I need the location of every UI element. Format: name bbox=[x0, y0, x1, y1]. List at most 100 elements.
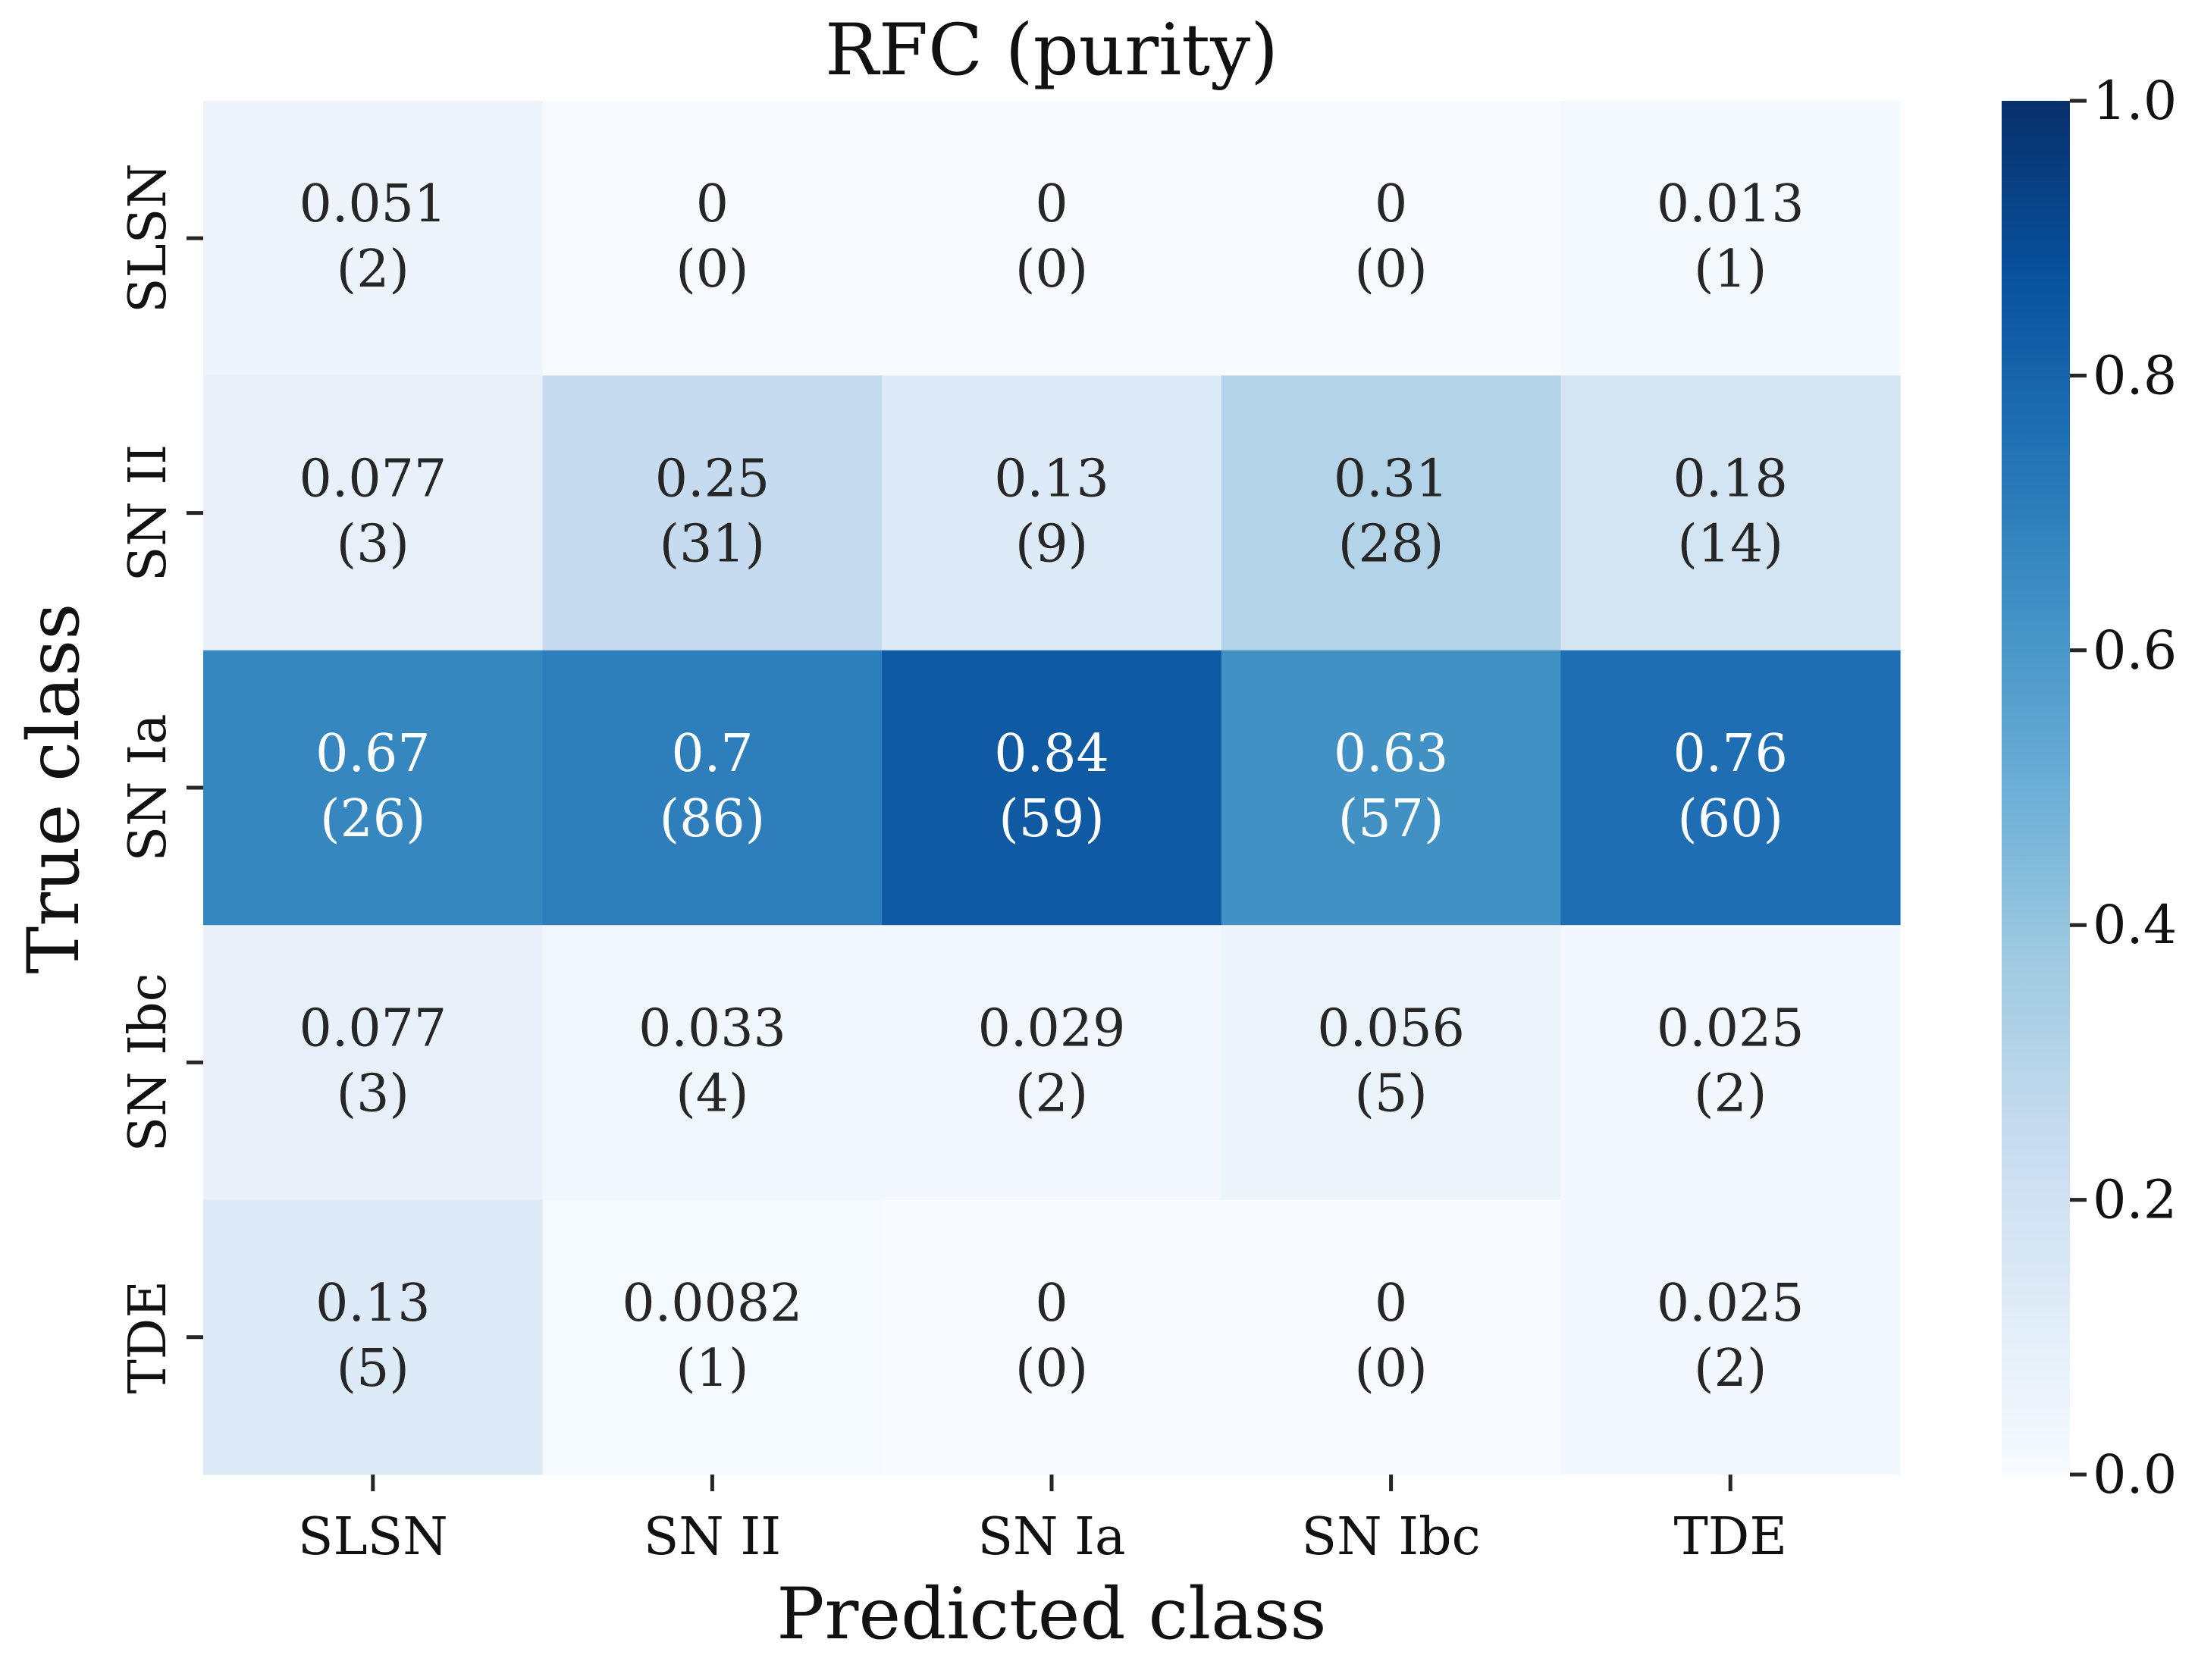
heatmap-cell bbox=[882, 1199, 1222, 1475]
heatmap-cell bbox=[1221, 101, 1561, 376]
cell-value-label: 0.025 bbox=[1657, 998, 1805, 1058]
x-axis: SLSN SN II SN Ia SN Ibc TDE bbox=[298, 1475, 1787, 1567]
cell-value-label: 0.76 bbox=[1673, 724, 1787, 784]
cell-count-label: (2) bbox=[1694, 1339, 1767, 1399]
x-tick-label: SN II bbox=[644, 1507, 781, 1567]
heatmap-cell bbox=[882, 925, 1222, 1201]
cell-count-label: (0) bbox=[1354, 1339, 1427, 1399]
heatmap-cell bbox=[542, 375, 883, 651]
heatmap-cell bbox=[882, 650, 1222, 926]
heatmap-cell bbox=[203, 925, 544, 1201]
colorbar-tick-label: 0.2 bbox=[2093, 1169, 2177, 1231]
cell-count-label: (5) bbox=[337, 1339, 409, 1399]
heatmap-cell bbox=[882, 375, 1222, 651]
cell-count-label: (1) bbox=[676, 1339, 748, 1399]
cell-count-label: (86) bbox=[660, 789, 766, 849]
y-tick-label: TDE bbox=[118, 1280, 178, 1394]
cell-value-label: 0.18 bbox=[1673, 450, 1787, 509]
cell-count-label: (26) bbox=[320, 789, 426, 849]
cell-value-label: 0.84 bbox=[994, 724, 1108, 784]
y-tick-label: SN II bbox=[118, 444, 178, 581]
cell-count-label: (2) bbox=[1694, 1064, 1767, 1124]
heatmap-cell bbox=[1560, 925, 1901, 1201]
colorbar-tick-label: 1.0 bbox=[2093, 70, 2177, 132]
cell-count-label: (5) bbox=[1354, 1064, 1427, 1124]
cell-value-label: 0.67 bbox=[315, 724, 430, 784]
cell-value-label: 0.13 bbox=[315, 1274, 430, 1334]
cell-count-label: (31) bbox=[660, 515, 766, 575]
heatmap-cell bbox=[203, 1199, 544, 1475]
cell-value-label: 0 bbox=[1035, 174, 1068, 234]
heatmap-cell bbox=[1560, 650, 1901, 926]
heatmap-cell bbox=[203, 650, 544, 926]
heatmap-cell bbox=[542, 925, 883, 1201]
cell-count-label: (3) bbox=[337, 1064, 409, 1124]
heatmap-cell bbox=[203, 101, 544, 376]
cell-value-label: 0.025 bbox=[1657, 1274, 1805, 1334]
cell-count-label: (57) bbox=[1338, 789, 1444, 849]
colorbar-tick-label: 0.0 bbox=[2093, 1443, 2177, 1506]
cell-value-label: 0.7 bbox=[671, 724, 753, 784]
colorbar-gradient bbox=[2002, 101, 2070, 1475]
x-tick-label: SLSN bbox=[298, 1507, 448, 1567]
cell-count-label: (28) bbox=[1338, 515, 1444, 575]
cell-value-label: 0.25 bbox=[655, 450, 770, 509]
cell-value-label: 0.029 bbox=[978, 998, 1126, 1058]
cell-value-label: 0.077 bbox=[299, 998, 447, 1058]
heatmap-cell bbox=[542, 1199, 883, 1475]
cell-count-label: (4) bbox=[676, 1064, 748, 1124]
heatmap-cell bbox=[542, 650, 883, 926]
cell-count-label: (59) bbox=[999, 789, 1105, 849]
cell-value-label: 0.013 bbox=[1657, 174, 1805, 234]
heatmap-cell bbox=[1560, 101, 1901, 376]
heatmap-cell bbox=[1221, 650, 1561, 926]
heatmap-cell bbox=[1221, 375, 1561, 651]
heatmap-cells: 0.051(2)0(0)0(0)0(0)0.013(1)0.077(3)0.25… bbox=[203, 101, 1901, 1475]
cell-value-label: 0.077 bbox=[299, 450, 447, 509]
x-tick-label: SN Ibc bbox=[1302, 1507, 1481, 1567]
colorbar-tick-label: 0.8 bbox=[2093, 344, 2177, 406]
cell-count-label: (0) bbox=[1015, 240, 1088, 299]
x-axis-label: Predicted class bbox=[776, 1573, 1326, 1656]
colorbar-tick-label: 0.6 bbox=[2093, 619, 2177, 682]
cell-value-label: 0.033 bbox=[638, 998, 786, 1058]
cell-value-label: 0 bbox=[1035, 1274, 1068, 1334]
y-tick-label: SN Ibc bbox=[118, 973, 178, 1152]
colorbar: 0.0 0.2 0.4 0.6 0.8 1.0 bbox=[2002, 70, 2177, 1506]
cell-value-label: 0.056 bbox=[1317, 998, 1465, 1058]
cell-value-label: 0 bbox=[1375, 174, 1407, 234]
cell-count-label: (1) bbox=[1694, 240, 1767, 299]
chart-title: RFC (purity) bbox=[825, 9, 1278, 92]
cell-count-label: (9) bbox=[1015, 515, 1088, 575]
x-tick-label: TDE bbox=[1673, 1507, 1787, 1567]
cell-count-label: (0) bbox=[1015, 1339, 1088, 1399]
cell-count-label: (14) bbox=[1677, 515, 1783, 575]
cell-count-label: (0) bbox=[676, 240, 748, 299]
heatmap-cell bbox=[203, 375, 544, 651]
heatmap-cell bbox=[1221, 925, 1561, 1201]
heatmap-cell bbox=[1560, 375, 1901, 651]
cell-count-label: (2) bbox=[337, 240, 409, 299]
cell-value-label: 0 bbox=[696, 174, 729, 234]
cell-value-label: 0 bbox=[1375, 1274, 1407, 1334]
y-axis: SLSN SN II SN Ia SN Ibc TDE bbox=[118, 163, 203, 1394]
cell-count-label: (60) bbox=[1677, 789, 1783, 849]
cell-value-label: 0.13 bbox=[994, 450, 1108, 509]
heatmap-cell bbox=[542, 101, 883, 376]
heatmap-cell bbox=[882, 101, 1222, 376]
cell-count-label: (0) bbox=[1354, 240, 1427, 299]
cell-value-label: 0.051 bbox=[299, 174, 447, 234]
cell-value-label: 0.31 bbox=[1334, 450, 1448, 509]
y-tick-label: SLSN bbox=[118, 163, 178, 313]
cell-count-label: (3) bbox=[337, 515, 409, 575]
cell-value-label: 0.0082 bbox=[622, 1274, 802, 1334]
cell-count-label: (2) bbox=[1015, 1064, 1088, 1124]
colorbar-tick-label: 0.4 bbox=[2093, 894, 2177, 956]
cell-value-label: 0.63 bbox=[1334, 724, 1448, 784]
y-tick-label: SN Ia bbox=[118, 713, 178, 861]
heatmap-cell bbox=[1560, 1199, 1901, 1475]
x-tick-label: SN Ia bbox=[977, 1507, 1125, 1567]
heatmap-cell bbox=[1221, 1199, 1561, 1475]
